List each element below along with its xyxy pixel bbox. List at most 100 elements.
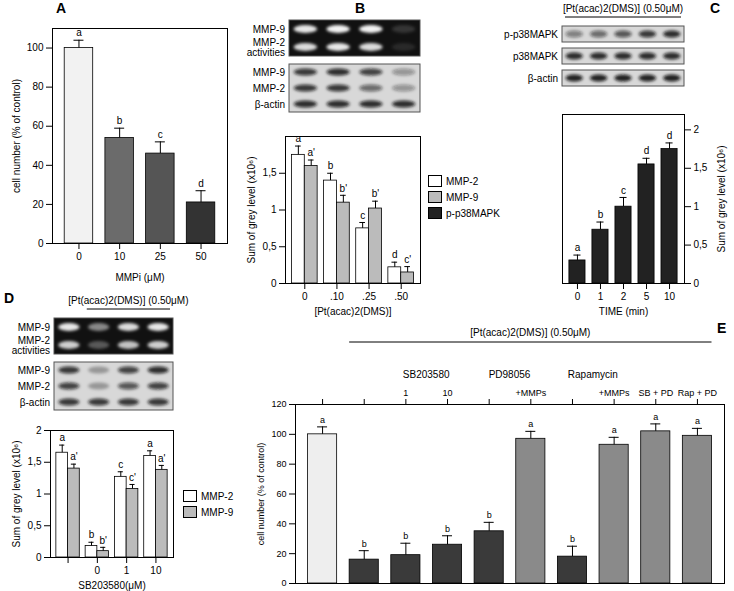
svg-text:Sum of grey level (x10⁶): Sum of grey level (x10⁶) [716, 146, 727, 253]
svg-text:p-p38MAPK: p-p38MAPK [504, 29, 558, 40]
svg-text:c: c [158, 129, 163, 140]
svg-text:SB203580: SB203580 [403, 369, 450, 380]
svg-text:Rap + PD: Rap + PD [678, 388, 718, 398]
svg-text:a: a [528, 419, 533, 429]
svg-text:100: 100 [271, 429, 286, 439]
svg-text:cell number (% of control): cell number (% of control) [256, 443, 266, 546]
svg-text:0: 0 [271, 278, 277, 289]
svg-text:SB203580(μM): SB203580(μM) [78, 580, 145, 591]
svg-text:c: c [621, 185, 626, 196]
svg-text:.50: .50 [394, 291, 408, 302]
svg-text:b: b [487, 510, 492, 520]
svg-text:0: 0 [76, 251, 82, 262]
svg-text:b: b [403, 531, 408, 541]
svg-text:a: a [653, 412, 658, 422]
svg-text:25: 25 [155, 251, 167, 262]
svg-text:80: 80 [276, 459, 286, 469]
svg-text:1: 1 [36, 488, 42, 499]
svg-text:1,5: 1,5 [694, 162, 708, 173]
svg-text:MMP-9: MMP-9 [253, 67, 286, 78]
svg-text:TIME (min): TIME (min) [599, 306, 648, 317]
svg-text:d: d [198, 178, 204, 189]
svg-text:a: a [76, 27, 82, 38]
svg-text:+MMPs: +MMPs [515, 388, 546, 398]
svg-text:d: d [644, 145, 650, 156]
svg-text:20: 20 [276, 549, 286, 559]
svg-text:1,5: 1,5 [263, 167, 277, 178]
svg-text:60: 60 [276, 489, 286, 499]
svg-text:a: a [575, 242, 581, 253]
svg-text:PD98056: PD98056 [489, 369, 531, 380]
svg-text:d: d [392, 249, 398, 260]
svg-text:10: 10 [443, 388, 453, 398]
svg-text:MMP-9: MMP-9 [18, 365, 51, 376]
svg-text:a: a [320, 415, 325, 425]
svg-text:MMP-2: MMP-2 [253, 83, 286, 94]
svg-text:a': a' [307, 147, 315, 158]
svg-text:Sum of grey level (x10⁶): Sum of grey level (x10⁶) [246, 157, 257, 264]
svg-text:0: 0 [281, 578, 286, 588]
svg-text:5: 5 [644, 291, 650, 302]
svg-text:a': a' [70, 451, 78, 462]
svg-text:0,5: 0,5 [694, 239, 708, 250]
svg-text:b: b [117, 115, 123, 126]
svg-text:β-actin: β-actin [528, 73, 558, 84]
svg-text:[Pt(acac)2(DMS)] (0.50μM): [Pt(acac)2(DMS)] (0.50μM) [563, 3, 683, 14]
svg-text:0: 0 [694, 278, 700, 289]
svg-text:100: 100 [27, 42, 44, 53]
svg-text:[Pt(acac)2(DMS)] (0.50μM): [Pt(acac)2(DMS)] (0.50μM) [470, 327, 590, 338]
svg-text:Sum of grey level (x10⁶): Sum of grey level (x10⁶) [11, 441, 22, 548]
svg-text:1: 1 [271, 204, 277, 215]
svg-text:a: a [59, 432, 65, 443]
svg-text:+MMPs: +MMPs [599, 388, 630, 398]
svg-text:a: a [147, 438, 153, 449]
svg-text:b: b [328, 160, 334, 171]
svg-text:.10: .10 [330, 291, 344, 302]
svg-text:[Pt(acac)2(DMS)]: [Pt(acac)2(DMS)] [314, 306, 391, 317]
svg-text:a': a' [158, 453, 166, 464]
svg-text:60: 60 [32, 120, 44, 131]
svg-text:b: b [570, 534, 575, 544]
svg-text:b: b [89, 529, 95, 540]
svg-text:MMPi (μM): MMPi (μM) [115, 272, 164, 283]
svg-text:40: 40 [276, 519, 286, 529]
svg-text:c': c' [129, 472, 136, 483]
svg-text:2: 2 [36, 425, 42, 436]
svg-text:β-actin: β-actin [20, 397, 50, 408]
svg-text:2: 2 [621, 291, 627, 302]
svg-text:a: a [695, 416, 700, 426]
svg-text:b': b' [99, 535, 107, 546]
svg-text:20: 20 [32, 199, 44, 210]
svg-text:10: 10 [150, 565, 162, 576]
svg-text:b': b' [372, 188, 380, 199]
svg-text:SB + PD: SB + PD [638, 388, 673, 398]
svg-text:Rapamycin: Rapamycin [568, 369, 618, 380]
svg-text:1: 1 [598, 291, 604, 302]
svg-text:0: 0 [302, 291, 308, 302]
svg-text:a: a [296, 133, 302, 144]
svg-text:0: 0 [575, 291, 581, 302]
svg-text:50: 50 [195, 251, 207, 262]
svg-text:10: 10 [664, 291, 676, 302]
svg-text:[Pt(acac)2(DMS)] (0.50μM): [Pt(acac)2(DMS)] (0.50μM) [68, 295, 188, 306]
svg-text:p38MAPK: p38MAPK [513, 51, 558, 62]
svg-text:b: b [362, 539, 367, 549]
svg-text:0,5: 0,5 [28, 520, 42, 531]
svg-text:b: b [445, 524, 450, 534]
svg-text:MMP-9: MMP-9 [253, 24, 286, 35]
svg-text:.25: .25 [362, 291, 376, 302]
svg-text:0,5: 0,5 [263, 241, 277, 252]
svg-text:MMP-9: MMP-9 [18, 322, 51, 333]
svg-text:MMP-2activities: MMP-2activities [12, 335, 51, 356]
svg-text:10: 10 [114, 251, 126, 262]
svg-text:cell number (% of control): cell number (% of control) [11, 79, 22, 193]
svg-text:β-actin: β-actin [255, 99, 285, 110]
svg-text:40: 40 [32, 160, 44, 171]
svg-text:2: 2 [694, 124, 700, 135]
svg-text:a: a [612, 425, 617, 435]
svg-text:1,5: 1,5 [28, 456, 42, 467]
svg-text:0: 0 [36, 552, 42, 563]
svg-text:1: 1 [403, 388, 408, 398]
svg-text:80: 80 [32, 81, 44, 92]
svg-text:b: b [598, 209, 604, 220]
